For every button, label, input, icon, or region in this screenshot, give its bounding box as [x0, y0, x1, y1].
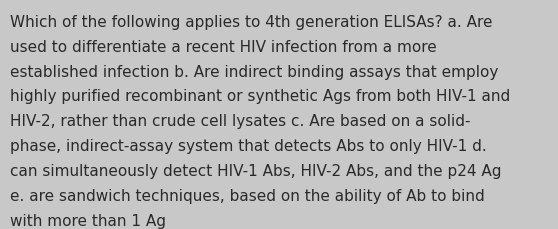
Text: established infection b. Are indirect binding assays that employ: established infection b. Are indirect bi…	[10, 64, 498, 79]
Text: used to differentiate a recent HIV infection from a more: used to differentiate a recent HIV infec…	[10, 40, 437, 55]
Text: HIV-2, rather than crude cell lysates c. Are based on a solid-: HIV-2, rather than crude cell lysates c.…	[10, 114, 470, 129]
Text: Which of the following applies to 4th generation ELISAs? a. Are: Which of the following applies to 4th ge…	[10, 15, 493, 30]
Text: with more than 1 Ag: with more than 1 Ag	[10, 213, 166, 228]
Text: can simultaneously detect HIV-1 Abs, HIV-2 Abs, and the p24 Ag: can simultaneously detect HIV-1 Abs, HIV…	[10, 163, 502, 178]
Text: phase, indirect-assay system that detects Abs to only HIV-1 d.: phase, indirect-assay system that detect…	[10, 139, 487, 153]
Text: highly purified recombinant or synthetic Ags from both HIV-1 and: highly purified recombinant or synthetic…	[10, 89, 511, 104]
Text: e. are sandwich techniques, based on the ability of Ab to bind: e. are sandwich techniques, based on the…	[10, 188, 485, 203]
